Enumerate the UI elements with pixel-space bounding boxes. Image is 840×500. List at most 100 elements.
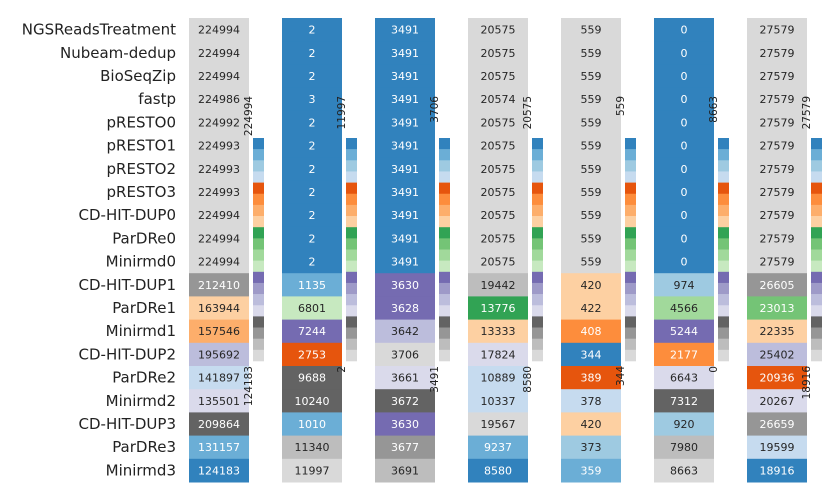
cell-value: 559 — [581, 116, 602, 129]
cell-value: 2 — [309, 70, 316, 83]
colorbar-swatch — [532, 294, 543, 306]
heatmap-cell — [468, 18, 528, 42]
heatmap-cell — [282, 435, 342, 460]
heatmap-cell — [468, 180, 528, 205]
colorbar-swatch — [532, 149, 543, 161]
colorbar-swatch — [346, 227, 357, 239]
colorbar-swatch — [811, 305, 822, 317]
colorbar-swatch — [346, 327, 357, 339]
row-label: pRESTO3 — [107, 183, 176, 201]
heatmap-cell — [282, 110, 342, 135]
colorbar-swatch — [253, 138, 264, 150]
heatmap-cell — [282, 41, 342, 65]
cell-value: 20575 — [481, 24, 516, 37]
heatmap-cell — [375, 87, 435, 112]
cell-value: 20575 — [481, 209, 516, 222]
row-label: pRESTO1 — [107, 137, 176, 155]
colorbar-swatch — [811, 294, 822, 306]
cell-value: 3491 — [391, 256, 419, 269]
heatmap-cell — [654, 110, 714, 135]
cell-value: 20575 — [481, 163, 516, 176]
heatmap-cell — [189, 250, 249, 274]
heatmap-cell — [189, 458, 249, 483]
colorbar-min-label: 2 — [336, 366, 348, 373]
row-label: ParDRe1 — [112, 299, 176, 317]
heatmap-cell — [375, 180, 435, 205]
heatmap-cell — [561, 435, 621, 460]
cell-value: 974 — [674, 279, 695, 292]
heatmap-cell — [747, 41, 807, 65]
heatmap-cell — [654, 319, 714, 344]
cell-value: 2 — [309, 209, 316, 222]
colorbar-swatch — [439, 227, 450, 239]
cell-value: 3 — [309, 93, 316, 106]
heatmap-cell — [468, 458, 528, 483]
colorbar-swatch — [253, 227, 264, 239]
colorbar-swatch — [439, 216, 450, 228]
heatmap-cell — [561, 157, 621, 181]
cell-value: 27579 — [760, 70, 795, 83]
heatmap-cell — [468, 366, 528, 390]
cell-value: 27579 — [760, 47, 795, 60]
cell-value: 2753 — [298, 348, 326, 361]
heatmap-cell — [189, 389, 249, 413]
heatmap-cell — [375, 203, 435, 228]
colorbar-swatch — [811, 316, 822, 328]
heatmap-cell — [747, 226, 807, 251]
heatmap-cell — [654, 412, 714, 437]
cell-value: 3491 — [391, 186, 419, 199]
heatmap-cell — [561, 319, 621, 344]
heatmap-cell — [561, 110, 621, 135]
cell-value: 18916 — [760, 464, 795, 477]
colorbar-swatch — [532, 193, 543, 206]
cell-value: 20575 — [481, 70, 516, 83]
cell-value: 27579 — [760, 209, 795, 222]
cell-value: 0 — [681, 70, 688, 83]
colorbar-swatch — [532, 260, 543, 273]
heatmap-cell — [468, 157, 528, 181]
colorbar-swatch — [253, 271, 264, 284]
heatmap-cell — [282, 250, 342, 274]
colorbar-swatch — [439, 260, 450, 273]
cell-value: 420 — [581, 279, 602, 292]
cell-value: 389 — [581, 372, 602, 385]
heatmap-cell — [468, 110, 528, 135]
colorbar-swatch — [439, 294, 450, 306]
cell-value: 3661 — [391, 372, 419, 385]
cell-value: 17824 — [481, 348, 516, 361]
cell-value: 27579 — [760, 140, 795, 153]
colorbar-swatch — [346, 271, 357, 284]
heatmap-cell — [375, 250, 435, 274]
colorbar-swatch — [811, 160, 822, 172]
colorbar-swatch — [718, 193, 729, 206]
heatmap-cell — [282, 458, 342, 483]
heatmap-cell — [747, 134, 807, 158]
heatmap-cell — [375, 273, 435, 297]
colorbar-swatch — [532, 160, 543, 172]
cell-value: 0 — [681, 93, 688, 106]
colorbar-swatch — [811, 238, 822, 250]
heatmap-cell — [747, 18, 807, 42]
colorbar-swatch — [439, 160, 450, 172]
colorbar-swatch — [811, 338, 822, 351]
colorbar-swatch — [718, 349, 729, 362]
row-label: Minirmd0 — [106, 253, 176, 271]
cell-value: 559 — [581, 186, 602, 199]
cell-value: 224994 — [198, 209, 240, 222]
cell-value: 3672 — [391, 395, 419, 408]
colorbar-min-label: 344 — [615, 366, 627, 386]
colorbar-swatch — [718, 227, 729, 239]
heatmap-cell — [189, 64, 249, 89]
colorbar-swatch — [439, 193, 450, 206]
heatmap-cell — [468, 273, 528, 297]
cell-value: 559 — [581, 47, 602, 60]
heatmap-cell — [747, 296, 807, 321]
heatmap-cell — [375, 319, 435, 344]
cell-value: 19599 — [760, 441, 795, 454]
heatmap-cell — [747, 157, 807, 181]
row-label: CD-HIT-DUP2 — [79, 345, 176, 363]
colorbar-swatch — [718, 305, 729, 317]
heatmap-cell — [282, 203, 342, 228]
heatmap-cell — [375, 458, 435, 483]
